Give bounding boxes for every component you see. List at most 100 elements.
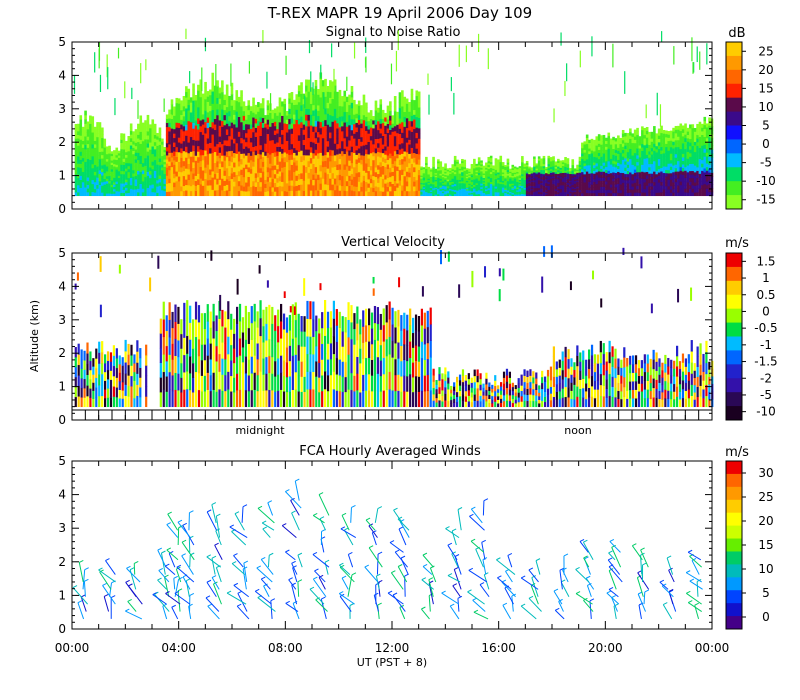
- snr-cell: [669, 163, 673, 167]
- snr-cell: [372, 191, 375, 197]
- snr-cell: [206, 143, 210, 149]
- snr-cell: [629, 192, 632, 197]
- snr-cell: [149, 184, 152, 189]
- snr-cell: [125, 181, 128, 186]
- snr-cell: [74, 159, 78, 164]
- snr-cell: [588, 145, 591, 149]
- snr-cell: [362, 190, 366, 197]
- snr-cell: [477, 172, 481, 175]
- snr-cell: [393, 120, 397, 127]
- snr-cell: [197, 106, 200, 113]
- snr-cell: [235, 190, 239, 197]
- snr-cell: [617, 159, 620, 163]
- snr-cell: [259, 121, 263, 127]
- snr-cell: [597, 192, 601, 197]
- snr-cell: [513, 181, 517, 183]
- snr-cell: [576, 167, 579, 170]
- snr-cell: [240, 169, 243, 175]
- snr-cell: [125, 190, 128, 194]
- snr-cell: [439, 169, 443, 173]
- snr-cell: [153, 152, 157, 157]
- snr-cell: [557, 177, 560, 180]
- snr-cell: [139, 119, 143, 124]
- snr-cell: [293, 123, 296, 129]
- snr-cell: [110, 173, 114, 177]
- snr-cell: [521, 193, 524, 197]
- snr-cell: [261, 166, 265, 172]
- snr-cell: [564, 160, 567, 164]
- snr-cell: [401, 100, 404, 107]
- snr-cell: [487, 193, 491, 197]
- snr-cell: [446, 177, 450, 180]
- snr-cell: [494, 175, 498, 178]
- snr-cell: [369, 114, 373, 120]
- snr-cell: [451, 184, 455, 187]
- snr-cell: [96, 129, 99, 134]
- snr-cell: [432, 160, 435, 164]
- snr-cell: [324, 189, 327, 197]
- snr-cell: [609, 152, 613, 157]
- snr-cell: [153, 177, 157, 182]
- snr-cell: [139, 187, 143, 193]
- snr-cell: [501, 177, 505, 180]
- snr-cell: [581, 147, 584, 151]
- snr-cell: [509, 188, 512, 191]
- snr-cell: [600, 150, 603, 154]
- snr-cell: [386, 114, 390, 120]
- snr-cell: [477, 168, 481, 172]
- snr-cell: [192, 117, 195, 124]
- snr-cell: [571, 181, 575, 184]
- snr-cell: [518, 185, 522, 188]
- snr-cell: [362, 180, 366, 186]
- snr-cell: [290, 138, 294, 145]
- snr-cell: [252, 136, 255, 143]
- snr-cell: [117, 193, 121, 197]
- snr-cell: [413, 190, 416, 197]
- snr-cell: [626, 186, 630, 190]
- snr-cell: [396, 149, 399, 155]
- snr-cell: [283, 161, 287, 167]
- snr-cell: [312, 158, 315, 164]
- snr-cell: [643, 158, 647, 163]
- snr-cell: [187, 120, 191, 127]
- snr-cell: [374, 143, 378, 149]
- snr-cell: [571, 177, 575, 180]
- snr-cell: [487, 184, 491, 187]
- snr-cell: [137, 141, 140, 146]
- snr-cell: [367, 149, 371, 155]
- snr-cell: [314, 166, 318, 173]
- snr-cell: [115, 152, 119, 156]
- snr-cell: [396, 191, 399, 197]
- snr-cell: [170, 181, 174, 187]
- snr-cell: [192, 139, 195, 146]
- snr-cell: [497, 193, 500, 197]
- snr-cell: [523, 192, 527, 195]
- snr-cell: [93, 137, 97, 141]
- snr-cell: [566, 175, 570, 178]
- snr-cell: [585, 155, 589, 160]
- snr-cell: [367, 112, 371, 118]
- snr-cell: [137, 123, 140, 128]
- snr-cell: [458, 176, 462, 179]
- snr-cell: [77, 145, 80, 150]
- snr-cell: [389, 120, 392, 126]
- snr-cell: [537, 164, 541, 167]
- snr-cell: [127, 162, 131, 167]
- snr-cell: [648, 163, 651, 168]
- snr-cell: [74, 181, 78, 186]
- snr-cell: [533, 168, 536, 171]
- snr-cell: [590, 172, 594, 177]
- snr-cell: [624, 170, 627, 175]
- snr-cell: [182, 130, 186, 137]
- snr-cell: [425, 162, 428, 166]
- snr-cell: [110, 191, 114, 194]
- snr-cell: [557, 158, 560, 162]
- snr-cell: [261, 181, 265, 187]
- snr-cell: [569, 187, 572, 190]
- snr-cell: [542, 157, 546, 161]
- snr-cell: [206, 111, 210, 118]
- snr-cell: [403, 101, 407, 108]
- snr-cell: [117, 166, 121, 170]
- snr-cell: [103, 181, 107, 185]
- snr-cell: [559, 179, 563, 182]
